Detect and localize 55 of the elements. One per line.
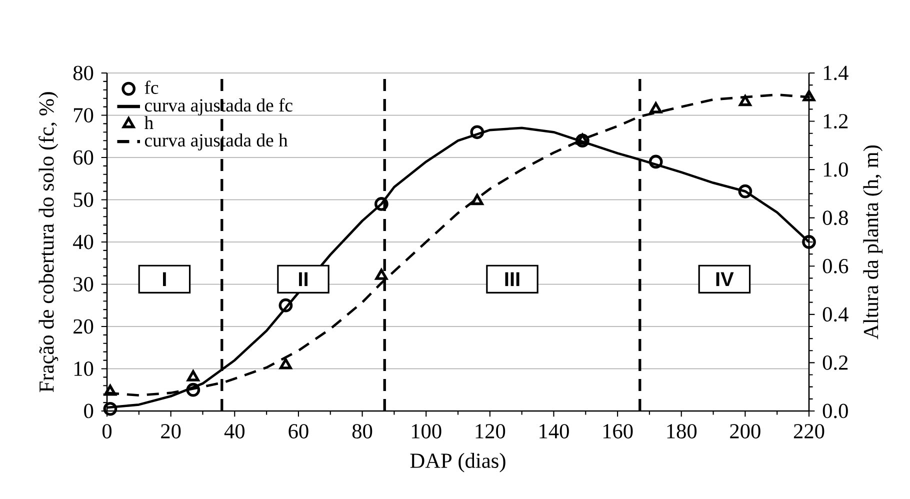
- x-tick-label: 200: [730, 424, 760, 438]
- point: [186, 382, 200, 397]
- y-tick-label: 0: [84, 404, 94, 418]
- point: [650, 102, 662, 114]
- y-tick-label: 20: [74, 319, 94, 334]
- point: [278, 298, 293, 312]
- y2-axis-title: Altura da planta (h, m): [863, 145, 883, 340]
- point: [375, 268, 388, 280]
- legend-label: h: [144, 116, 154, 129]
- point: [738, 184, 752, 198]
- y2-tick-label: 0.4: [822, 307, 848, 322]
- point: [738, 95, 752, 106]
- x-tick-label: 20: [161, 424, 181, 438]
- y2-tick-label: 0.6: [822, 258, 848, 274]
- y-tick-label: 70: [74, 108, 94, 122]
- x-tick-label: 80: [352, 424, 372, 438]
- point: [648, 154, 663, 169]
- annotation: I: [163, 272, 166, 286]
- y-tick-label: 50: [74, 192, 94, 207]
- x-tick-label: 120: [476, 424, 506, 438]
- annotation: IV: [716, 272, 734, 286]
- point: [802, 235, 816, 249]
- y-axis-title: Fração de cobertura do solo (fc, %): [38, 92, 58, 392]
- y2-tick-label: 1.4: [824, 66, 848, 80]
- y2-tick-label: 0.0: [822, 404, 848, 418]
- y-tick-label: 40: [73, 234, 94, 250]
- y-tick-label: 60: [74, 150, 94, 165]
- point: [103, 402, 118, 416]
- y2-tick-label: 1.0: [824, 162, 848, 177]
- point: [802, 90, 816, 102]
- legend-label: fc: [144, 80, 158, 94]
- x-tick-label: 100: [412, 424, 442, 438]
- x-tick-label: 0: [102, 424, 112, 438]
- point: [470, 125, 484, 140]
- y2-tick-label: 0.2: [822, 355, 848, 370]
- x-tick-label: 60: [288, 424, 308, 438]
- y2-tick-label: 1.2: [824, 114, 848, 128]
- x-tick-label: 40: [224, 424, 244, 438]
- point: [576, 134, 590, 148]
- x-tick-label: 220: [794, 424, 824, 438]
- x-axis-title: DAP (dias): [410, 452, 506, 472]
- x-tick-label: 160: [603, 424, 633, 438]
- y-tick-label: 10: [74, 362, 94, 376]
- y-tick-label: 30: [74, 277, 94, 292]
- point: [280, 358, 292, 370]
- point: [374, 197, 388, 211]
- x-tick-label: 180: [667, 424, 697, 438]
- annotation: II: [299, 272, 308, 286]
- point: [104, 384, 116, 396]
- y2-tick-label: 0.8: [822, 210, 848, 226]
- annotation: III: [505, 272, 520, 286]
- y-tick-label: 80: [73, 66, 94, 80]
- point: [186, 370, 200, 382]
- x-tick-label: 140: [540, 424, 569, 438]
- point: [470, 194, 484, 206]
